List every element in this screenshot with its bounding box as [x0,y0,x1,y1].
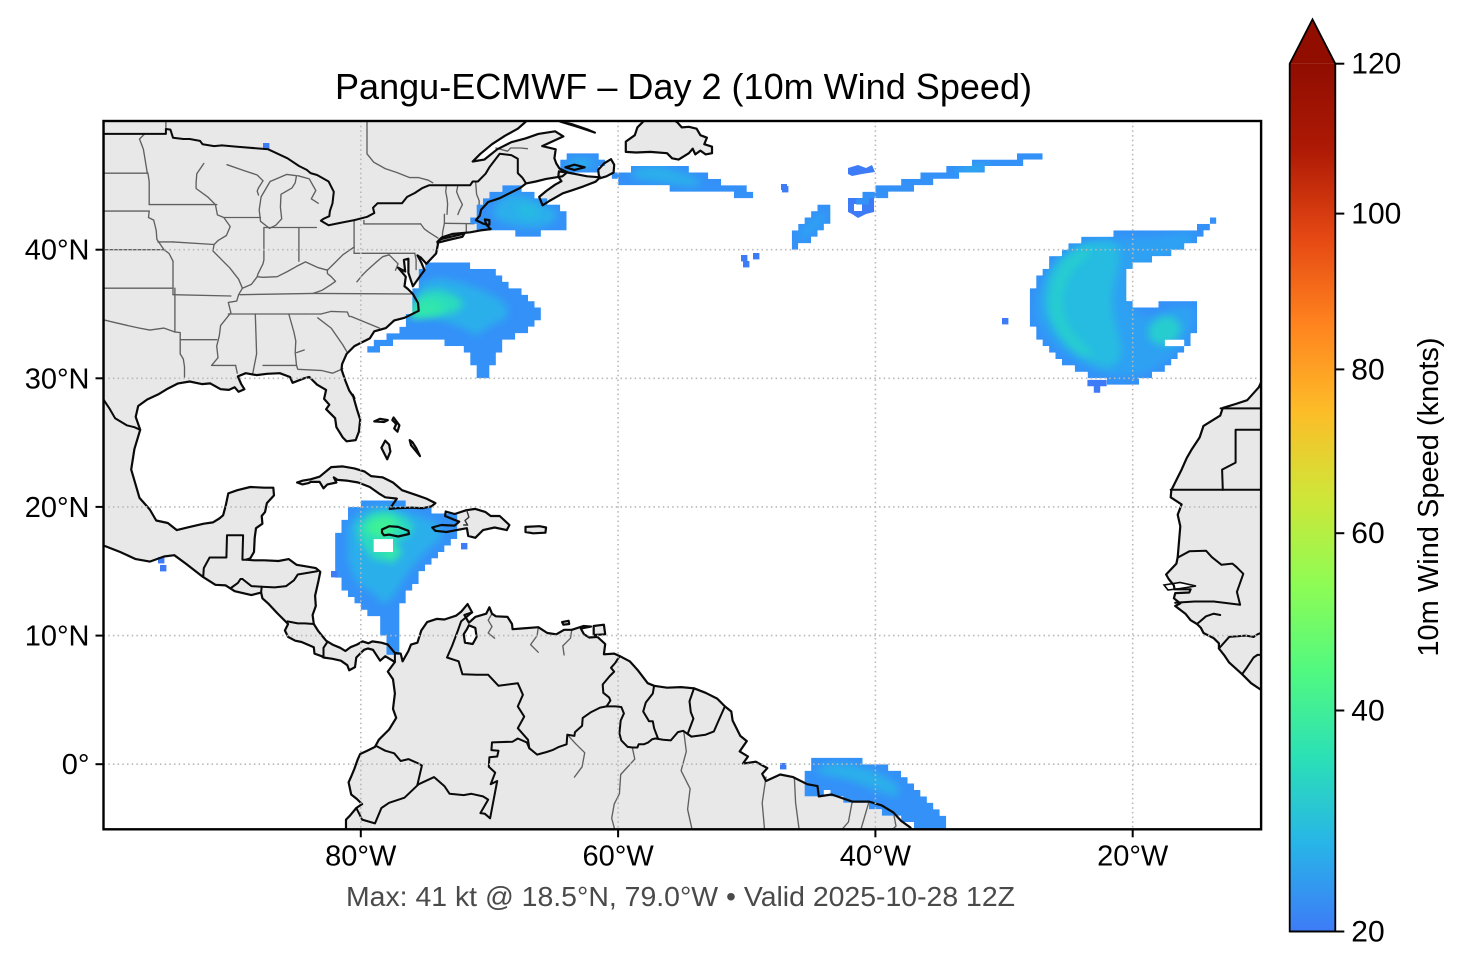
svg-text:20: 20 [1351,916,1384,949]
svg-text:120: 120 [1351,48,1401,81]
svg-text:20°W: 20°W [1097,840,1169,872]
svg-text:20°N: 20°N [25,492,90,524]
svg-text:0°: 0° [62,749,90,781]
svg-text:40°W: 40°W [840,840,912,872]
svg-text:30°N: 30°N [25,363,90,395]
svg-text:Max: 41 kt @ 18.5°N, 79.0°W •: Max: 41 kt @ 18.5°N, 79.0°W • Valid 2025… [346,881,1015,912]
svg-text:10m Wind Speed (knots): 10m Wind Speed (knots) [1413,337,1445,656]
svg-text:40°N: 40°N [25,235,90,267]
svg-text:100: 100 [1351,198,1401,231]
svg-text:80: 80 [1351,353,1384,386]
svg-text:80°W: 80°W [325,840,397,872]
svg-text:10°N: 10°N [25,621,90,653]
svg-text:60°W: 60°W [582,840,654,872]
svg-text:40: 40 [1351,695,1384,728]
svg-text:Pangu-ECMWF – Day 2 (10m Wind: Pangu-ECMWF – Day 2 (10m Wind Speed) [335,66,1032,107]
svg-text:60: 60 [1351,517,1384,550]
